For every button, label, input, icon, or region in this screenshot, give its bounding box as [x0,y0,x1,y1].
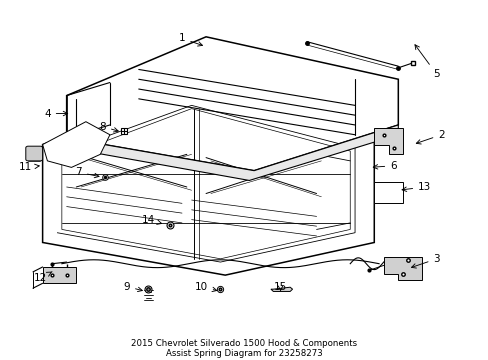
Text: 10: 10 [194,282,216,292]
Text: 12: 12 [34,272,52,283]
Polygon shape [42,92,373,275]
Polygon shape [383,257,422,280]
Text: 9: 9 [123,282,142,292]
Text: 13: 13 [401,182,430,192]
Text: 2015 Chevrolet Silverado 1500 Hood & Components
Assist Spring Diagram for 232582: 2015 Chevrolet Silverado 1500 Hood & Com… [131,339,357,358]
Text: 14: 14 [142,215,161,225]
Text: 3: 3 [411,254,439,268]
Text: 2: 2 [415,130,444,144]
Text: 4: 4 [44,108,67,118]
Text: 8: 8 [99,122,118,132]
FancyBboxPatch shape [26,146,42,161]
Polygon shape [42,267,76,283]
Text: 5: 5 [414,45,439,79]
Polygon shape [270,287,292,292]
Text: 11: 11 [19,162,39,172]
Text: 15: 15 [273,282,286,292]
Polygon shape [373,128,402,154]
Text: 6: 6 [372,161,396,171]
Polygon shape [373,182,402,203]
Polygon shape [66,37,398,171]
Polygon shape [66,125,398,180]
Polygon shape [42,122,110,167]
Text: 7: 7 [75,167,99,178]
Text: 1: 1 [178,33,202,46]
